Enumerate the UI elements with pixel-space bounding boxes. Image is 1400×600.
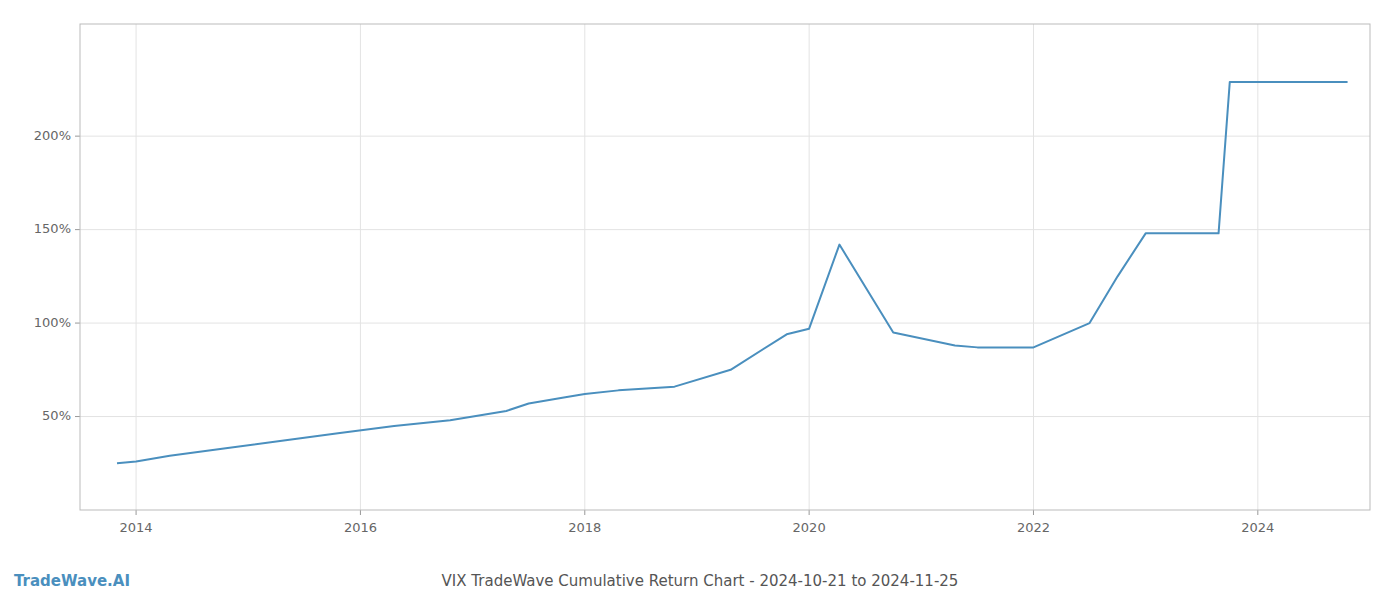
y-grid-line [80, 323, 1370, 324]
x-grid-line [1257, 24, 1258, 510]
x-tick-label: 2018 [568, 520, 601, 535]
y-tick [75, 416, 80, 417]
y-grid-line [80, 416, 1370, 417]
x-grid-line [1033, 24, 1034, 510]
x-grid-line [809, 24, 810, 510]
x-tick-label: 2016 [344, 520, 377, 535]
y-tick-label: 100% [34, 315, 71, 330]
x-tick [809, 510, 810, 515]
x-tick-label: 2022 [1017, 520, 1050, 535]
line [117, 82, 1348, 463]
x-grid-line [136, 24, 137, 510]
y-grid-line [80, 229, 1370, 230]
y-tick-label: 200% [34, 128, 71, 143]
x-tick-label: 2014 [120, 520, 153, 535]
x-grid-line [584, 24, 585, 510]
grid [80, 24, 1370, 510]
x-grid-line [360, 24, 361, 510]
y-tick [75, 323, 80, 324]
chart-container: 50% 100% 150% 200% 2014 2016 2018 2020 2022 2024 V… [0, 0, 1400, 600]
chart-svg: 50% 100% 150% 200% 2014 2016 2018 2020 2022 2024 V… [0, 0, 1400, 600]
x-tick-label: 2024 [1241, 520, 1274, 535]
y-tick [75, 229, 80, 230]
x-tick [360, 510, 361, 515]
y-tick [75, 136, 80, 137]
x-tick [1257, 510, 1258, 515]
x-tick-label: 2020 [793, 520, 826, 535]
title: VIX TradeWave Cumulative Return Chart - … [442, 572, 959, 590]
y-tick-label: 50% [42, 408, 71, 423]
x-tick [136, 510, 137, 515]
plot-frame [80, 24, 1370, 510]
x-tick [1033, 510, 1034, 515]
x-tick [584, 510, 585, 515]
data-layer [117, 82, 1348, 463]
y-grid-line [80, 136, 1370, 137]
axes: 50% 100% 150% 200% 2014 2016 2018 2020 2022 2024 [34, 24, 1370, 535]
y-tick-label: 150% [34, 221, 71, 236]
watermark: TradeWave.AI [14, 572, 130, 590]
